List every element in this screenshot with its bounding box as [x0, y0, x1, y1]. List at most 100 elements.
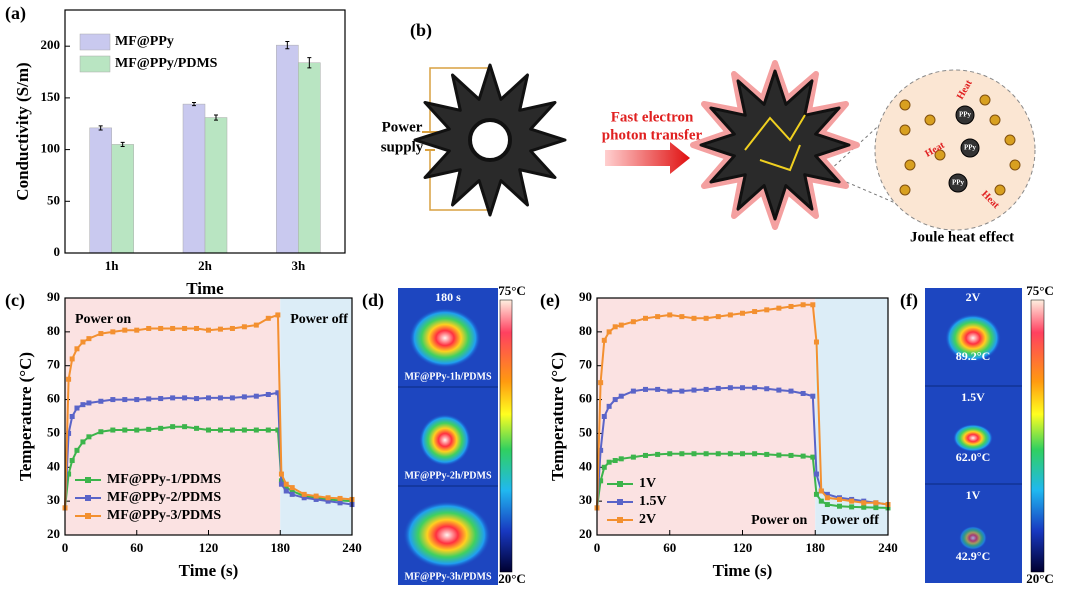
hot-spot: [409, 308, 481, 368]
electron: [899, 184, 911, 196]
electron: [979, 94, 991, 106]
y-tick-label: 20: [579, 526, 592, 541]
particle-label: PPy: [952, 179, 965, 187]
x-tick-label: 120: [199, 540, 219, 555]
electron: [994, 184, 1006, 196]
y-axis-title: Temperature (°C): [548, 352, 567, 481]
electron: [1004, 134, 1016, 146]
y-tick-label: 20: [47, 526, 60, 541]
point: [818, 488, 824, 494]
y-tick-label: 60: [47, 391, 60, 406]
point: [241, 324, 247, 330]
x-tick-label: 1h: [105, 258, 120, 273]
point: [325, 498, 331, 504]
point: [66, 471, 72, 477]
hot-spot: [953, 424, 993, 452]
point: [612, 458, 618, 464]
point: [98, 331, 104, 337]
bar: [182, 103, 206, 254]
particle: [948, 173, 968, 193]
legend-label: MF@PPy/PDMS: [115, 56, 218, 71]
point: [122, 397, 128, 403]
electron: [924, 114, 936, 126]
point: [837, 503, 842, 509]
point: [69, 356, 75, 362]
point: [241, 427, 247, 433]
point: [66, 376, 72, 382]
point: [861, 504, 867, 510]
point: [217, 326, 223, 332]
y-tick-label: 60: [579, 391, 592, 406]
point: [618, 322, 624, 328]
point: [69, 414, 75, 419]
x-axis-title: Time (s): [179, 561, 239, 580]
point: [715, 385, 721, 391]
legend-marker: [617, 517, 623, 523]
point: [788, 452, 794, 458]
error-bar: [285, 41, 290, 50]
point: [275, 390, 281, 396]
hot-spot: [945, 314, 1001, 362]
x-tick-label: 240: [878, 540, 898, 555]
y-tick-label: 150: [41, 89, 61, 104]
point: [643, 452, 648, 458]
point: [134, 397, 140, 403]
point: [182, 325, 188, 331]
point: [182, 395, 188, 401]
point: [727, 385, 733, 391]
point: [679, 314, 685, 320]
point: [278, 481, 284, 487]
point: [824, 495, 830, 501]
color-bar: [1030, 299, 1045, 573]
point: [278, 471, 284, 477]
point: [655, 314, 661, 320]
point: [679, 388, 685, 394]
point: [824, 502, 830, 508]
legend-label: MF@PPy-3/PDMS: [107, 508, 221, 523]
y-tick-label: 80: [47, 323, 60, 338]
thermal-panel: (d) 180 s MF@PPy-1h/PDMS MF@PPy-2h/PDMS …: [362, 283, 526, 586]
region: [65, 298, 281, 535]
region-label: Power off: [821, 513, 879, 528]
x-tick-label: 2h: [198, 258, 213, 273]
point: [667, 388, 673, 394]
panel-label: (b): [410, 20, 432, 41]
y-tick-label: 80: [579, 323, 592, 338]
particle: [960, 138, 980, 158]
point: [618, 393, 624, 399]
x-tick-label: 180: [806, 540, 826, 555]
voltage-label: 1V: [966, 488, 981, 502]
scale-max: 75°C: [498, 283, 526, 298]
x-tick-label: 120: [733, 540, 753, 555]
bar: [276, 44, 299, 254]
point: [691, 451, 697, 457]
point: [110, 397, 116, 403]
point: [810, 393, 816, 399]
x-tick-label: 60: [663, 540, 676, 555]
hot-spot: [419, 414, 471, 466]
point: [194, 396, 200, 402]
point: [813, 491, 819, 497]
point: [727, 312, 733, 318]
electron: [1009, 159, 1021, 171]
legend-label: MF@PPy-2/PDMS: [107, 490, 221, 505]
point: [618, 456, 624, 462]
panel-label: (e): [540, 290, 560, 311]
legend-marker: [617, 499, 623, 505]
error-bar: [120, 141, 125, 147]
point: [86, 400, 92, 406]
y-tick-label: 30: [47, 492, 60, 507]
diagram: (b) Power supply Fast electron photon tr…: [381, 20, 1036, 245]
point: [764, 307, 770, 313]
point: [788, 388, 794, 394]
point: [283, 485, 289, 491]
point: [800, 302, 806, 308]
point: [66, 430, 72, 436]
sample-label: MF@PPy-3h/PDMS: [404, 571, 492, 582]
point: [158, 396, 164, 402]
point: [217, 427, 223, 433]
particle-label: PPy: [959, 111, 972, 119]
error-bar: [192, 102, 196, 107]
point: [740, 310, 745, 316]
